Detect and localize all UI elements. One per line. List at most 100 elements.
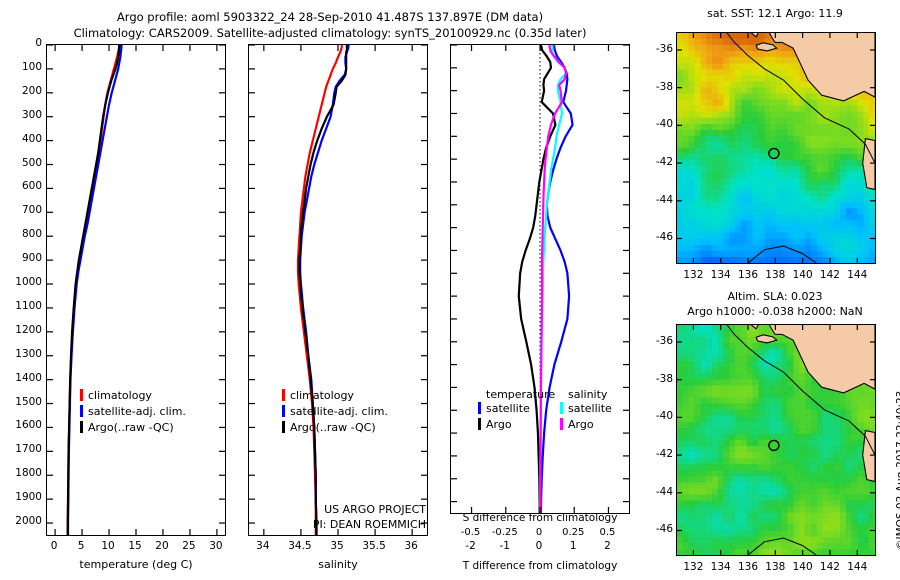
legend-label: Argo: [568, 418, 594, 431]
sst-lon-138: 138: [765, 269, 786, 281]
difference-legend-temperature: temperature satellite Argo: [478, 388, 555, 433]
depth-tick-500: 500: [21, 156, 42, 169]
temperature-difference-axis-label: T difference from climatology: [462, 560, 618, 572]
depth-tick-1400: 1400: [15, 371, 42, 384]
sst-map-canvas[interactable]: [677, 33, 875, 263]
legend-label: Argo(..raw -QC): [290, 421, 376, 434]
xtick-Sdiff-3: 0.25: [562, 527, 585, 538]
legend-color-swatch: [80, 405, 83, 417]
sla-lat--38: -38: [655, 372, 673, 385]
xtick-Tdiff-0: -2: [465, 540, 476, 552]
depth-tick-300: 300: [21, 108, 42, 121]
sst-lon-136: 136: [737, 269, 759, 281]
legend-color-swatch: [80, 389, 83, 401]
depth-tick-1600: 1600: [15, 419, 42, 432]
sla-map[interactable]: [676, 324, 876, 556]
depth-tick-700: 700: [21, 204, 42, 217]
depth-tick-600: 600: [21, 180, 42, 193]
sst-map[interactable]: [676, 32, 876, 264]
sla-lat--46: -46: [655, 523, 673, 536]
legend-item: Argo: [478, 417, 555, 433]
legend-label: Argo: [486, 418, 512, 431]
xtick-svg-temp-6: 30: [209, 540, 223, 552]
sla-lon-144: 144: [847, 561, 868, 573]
legend-color-swatch: [560, 418, 563, 430]
xtick-svg-sal-2: 35: [330, 540, 344, 552]
xtick-Sdiff-0: -0.5: [460, 527, 481, 538]
legend-label: climatology: [88, 389, 152, 402]
sst-lat--42: -42: [655, 156, 673, 169]
legend-item: satellite: [560, 401, 612, 417]
sla-lat--36: -36: [655, 334, 673, 347]
sla-lon-138: 138: [765, 561, 786, 573]
xtick-Tdiff-1: -1: [499, 540, 510, 552]
xtick-Sdiff-4: 0.5: [599, 527, 616, 538]
sla-lon-136: 136: [737, 561, 759, 573]
legend-item: Argo: [560, 417, 612, 433]
depth-tick-1700: 1700: [15, 443, 42, 456]
depth-tick-1500: 1500: [15, 395, 42, 408]
legend-color-swatch: [80, 421, 83, 433]
sst-lon-132: 132: [683, 269, 704, 281]
sla-map-canvas[interactable]: [677, 325, 875, 555]
xtick-Tdiff-3: 1: [569, 540, 577, 552]
xtick-svg-sal-1: 34.5: [288, 540, 312, 552]
sla-lat--40: -40: [655, 410, 673, 423]
temperature-panel: [46, 44, 226, 536]
depth-tick-2000: 2000: [15, 515, 42, 528]
sla-lon-140: 140: [792, 561, 813, 573]
legend-item: Argo(..raw -QC): [282, 420, 388, 436]
xtick-svg-temp-4: 20: [155, 540, 169, 552]
project-credit: US ARGO PROJECT: [324, 503, 426, 516]
salinity-panel: [248, 44, 428, 536]
legend-label: satellite-adj. clim.: [290, 405, 388, 418]
sst-lon-140: 140: [792, 269, 813, 281]
depth-tick-1900: 1900: [15, 491, 42, 504]
temperature-legend: climatology satellite-adj. clim. Argo(..ra…: [80, 388, 186, 436]
legend-label: Argo(..raw -QC): [88, 421, 174, 434]
salinity-difference-axis-label: S difference from climatology: [462, 512, 618, 524]
imos-credit: ©IMOS 02-Aug-2017 22:40:23: [895, 390, 900, 550]
legend-color-swatch: [560, 402, 563, 414]
sst-lon-144: 144: [847, 269, 868, 281]
legend-label: satellite: [486, 402, 530, 415]
depth-tick-1100: 1100: [15, 299, 42, 312]
sla-lat--44: -44: [655, 485, 673, 498]
legend-label: satellite: [568, 402, 612, 415]
legend-item: satellite-adj. clim.: [80, 404, 186, 420]
depth-tick-200: 200: [21, 84, 42, 97]
sst-lat--38: -38: [655, 80, 673, 93]
depth-tick-800: 800: [21, 228, 42, 241]
legend-color-swatch: [282, 405, 285, 417]
temperature-axis-label: temperature (deg C): [79, 558, 193, 571]
salinity-legend: climatology satellite-adj. clim. Argo(..ra…: [282, 388, 388, 436]
xtick-svg-temp-5: 25: [182, 540, 196, 552]
xtick-svg-temp-2: 10: [101, 540, 115, 552]
sst-lon-142: 142: [819, 269, 840, 281]
difference-plot: [451, 45, 629, 513]
depth-tick-1000: 1000: [15, 276, 42, 289]
legend-color-swatch: [282, 421, 285, 433]
salinity-axis-label: salinity: [318, 558, 358, 571]
sst-lat--44: -44: [655, 193, 673, 206]
depth-tick-1300: 1300: [15, 347, 42, 360]
pi-credit: PI: DEAN ROEMMICH: [312, 518, 426, 531]
legend-label: climatology: [290, 389, 354, 402]
xtick-svg-sal-3: 35.5: [362, 540, 386, 552]
legend-item: satellite: [478, 401, 555, 417]
sst-lat--46: -46: [655, 231, 673, 244]
xtick-Tdiff-2: 0: [535, 540, 543, 552]
legend-label: satellite-adj. clim.: [88, 405, 186, 418]
xtick-svg-temp-3: 15: [128, 540, 142, 552]
depth-tick-0: 0: [35, 37, 42, 49]
legend-item: climatology: [282, 388, 388, 404]
depth-tick-900: 900: [21, 252, 42, 265]
xtick-Tdiff-4: 2: [604, 540, 611, 552]
legend-color-swatch: [478, 418, 481, 430]
depth-tick-400: 400: [21, 132, 42, 145]
xtick-Sdiff-2: 0: [535, 527, 543, 538]
sla-lat--42: -42: [655, 448, 673, 461]
page-title-line2: Climatology: CARS2009. Satellite-adjuste…: [73, 26, 587, 40]
legend-item: Argo(..raw -QC): [80, 420, 186, 436]
legend-header: temperature: [486, 388, 556, 401]
